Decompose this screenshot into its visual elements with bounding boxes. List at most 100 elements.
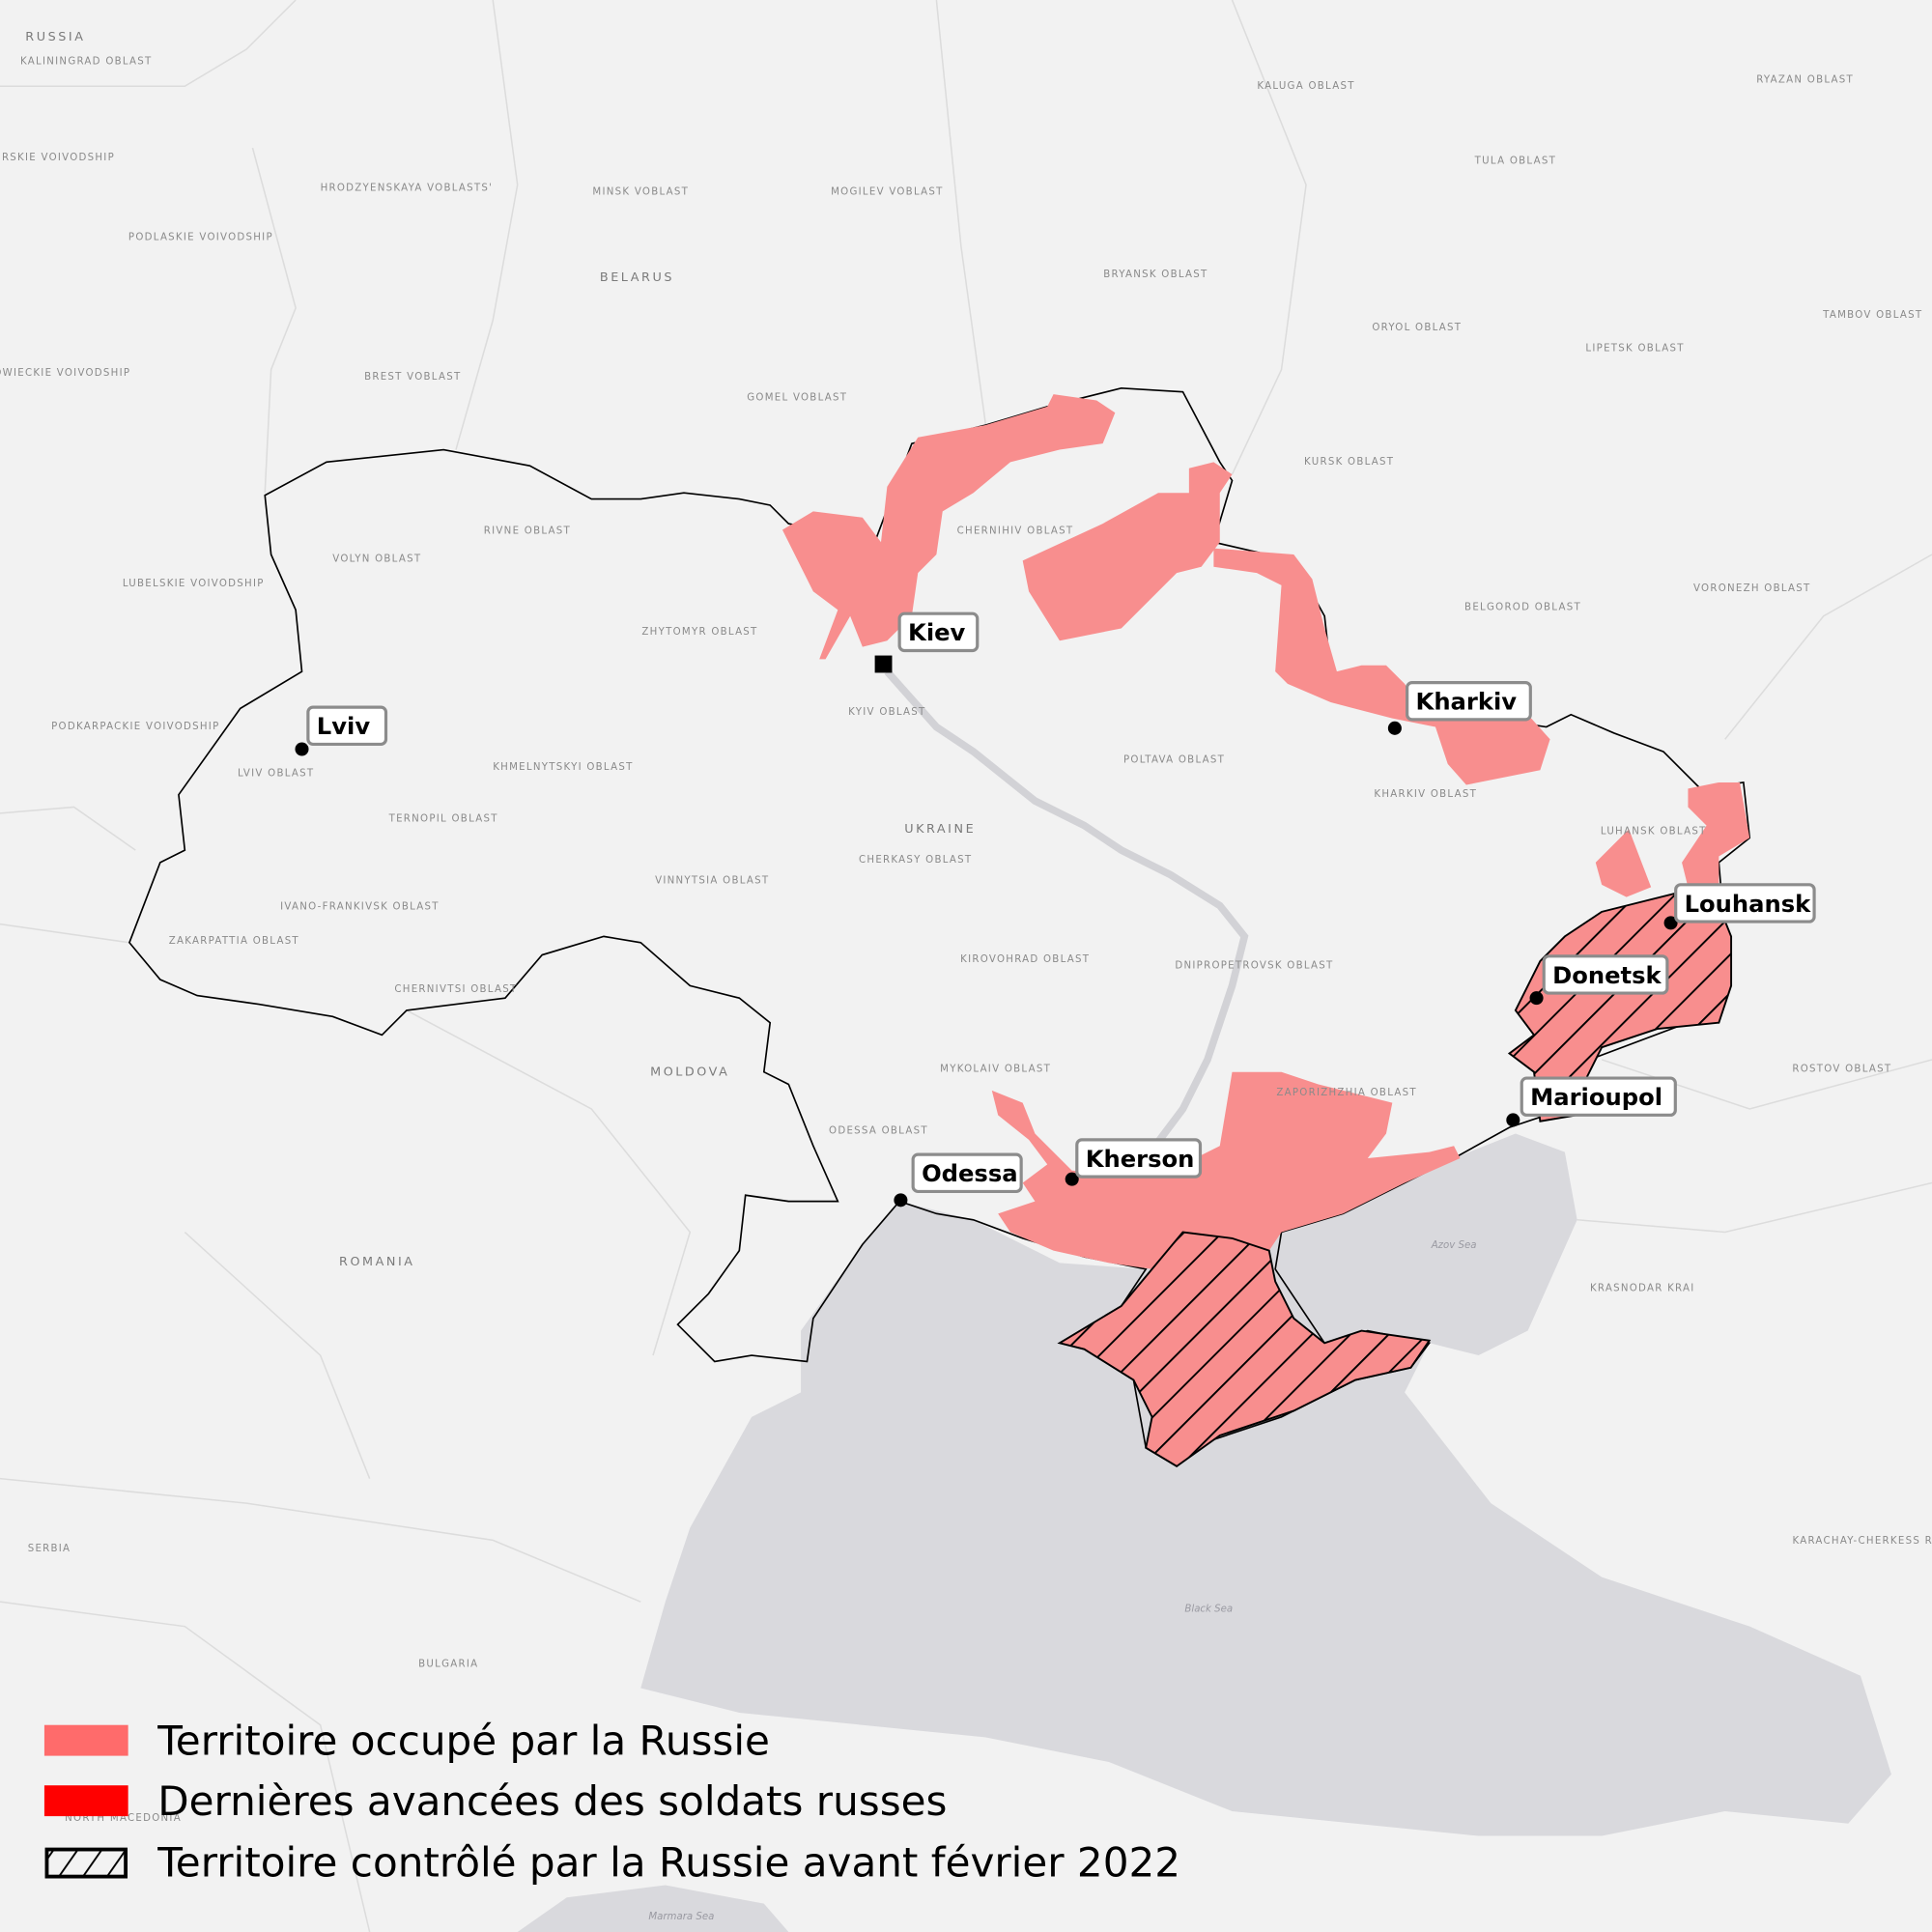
city-kherson[interactable]: Kherson: [1065, 1138, 1203, 1186]
place-label: ROMANIA: [339, 1255, 415, 1269]
place-label: MINSKO-ZURSKIE VOIVODSHIP: [0, 153, 115, 163]
black-sea: [640, 1133, 1891, 1836]
place-label: MYKOLAIV OBLAST: [940, 1065, 1051, 1075]
place-label: MINSK VOBLAST: [592, 187, 689, 198]
place-label: ZHYTOMYR OBLAST: [641, 627, 757, 638]
background-labels: RUSSIA KALININGRAD OBLAST MINSKO-ZURSKIE V…: [0, 30, 1932, 1922]
city-label: Odessa: [922, 1160, 1018, 1187]
ukraine-border: [128, 386, 1751, 1467]
city-kharkiv[interactable]: Kharkiv: [1387, 681, 1532, 735]
city-label-box: [306, 705, 388, 747]
place-label: LUHANSK OBLAST: [1601, 827, 1707, 838]
city-label: Kherson: [1086, 1146, 1195, 1173]
place-label: RYAZAN OBLAST: [1756, 74, 1854, 85]
city-label-box: [897, 611, 980, 653]
occupied-kiev-north: [781, 394, 1116, 660]
place-label: CHERNIHIV OBLAST: [957, 526, 1074, 536]
occupied-south: [991, 1071, 1461, 1269]
city-label: Lviv: [317, 713, 371, 740]
city-donetsk[interactable]: Donetsk: [1529, 954, 1669, 1006]
place-label: KRASNODAR KRAI: [1590, 1284, 1695, 1294]
city-dot-icon: [894, 1193, 908, 1208]
place-label: MAZOWIECKIE VOIVODSHIP: [0, 368, 130, 379]
place-label: PODLASKIE VOIVODSHIP: [128, 233, 273, 243]
place-label: TAMBOV OBLAST: [1822, 310, 1922, 321]
place-label: BELGOROD OBLAST: [1464, 602, 1581, 612]
city-label: Marioupol: [1530, 1084, 1662, 1111]
place-label: LVIV OBLAST: [238, 769, 314, 780]
city-dot-icon: [1065, 1172, 1079, 1186]
city-dot-icon: [295, 742, 309, 756]
place-label: TERNOPIL OBLAST: [388, 814, 498, 825]
legend-swatch-occupied: [43, 1724, 128, 1756]
city-label-box: [1520, 1076, 1677, 1117]
place-label: GOMEL VOBLAST: [747, 393, 847, 404]
place-label: SERBIA: [28, 1544, 71, 1554]
marmara-sea: [517, 1885, 789, 1932]
city-label-box: [1542, 954, 1669, 995]
place-label: RIVNE OBLAST: [484, 526, 571, 536]
place-label: BULGARIA: [418, 1660, 478, 1670]
legend: Territoire occupé par la Russie Dernière…: [43, 1717, 1180, 1887]
city-dot-icon: [1663, 916, 1678, 930]
place-label: TULA OBLAST: [1474, 156, 1556, 167]
occupied-luhansk-east: [1682, 781, 1750, 888]
place-label: PODKARPACKIE VOIVODSHIP: [51, 722, 219, 732]
place-label: KARACHAY-CHERKESS REPUBLIC: [1792, 1536, 1932, 1547]
place-label: Black Sea: [1184, 1604, 1233, 1614]
place-label: IVANO-FRANKIVSK OBLAST: [280, 901, 440, 912]
place-label: HRODZYENSKAYA VOBLASTS': [321, 184, 494, 194]
place-label: BREST VOBLAST: [364, 372, 461, 383]
place-label: LIPETSK OBLAST: [1585, 344, 1684, 355]
place-label: NORTH MACEDONIA: [65, 1813, 182, 1824]
city-label: Kiev: [908, 619, 965, 646]
city-kiev[interactable]: Kiev: [874, 611, 980, 673]
city-label: Kharkiv: [1416, 689, 1518, 716]
place-label: KALININGRAD OBLAST: [20, 56, 153, 67]
place-label: DNIPROPETROVSK OBLAST: [1175, 961, 1333, 972]
place-label: VINNYTSIA OBLAST: [655, 876, 769, 887]
dnipro-river: [884, 668, 1249, 1161]
city-lviv[interactable]: Lviv: [295, 705, 388, 756]
city-label: Louhansk: [1685, 891, 1812, 918]
city-louhansk[interactable]: Louhansk: [1663, 883, 1816, 930]
occupied-territory: [781, 394, 1750, 1269]
city-label-box: [1674, 883, 1816, 923]
legend-swatch-hatched: [44, 1847, 128, 1879]
place-label: VOLYN OBLAST: [332, 554, 421, 565]
place-label: Marmara Sea: [648, 1912, 714, 1922]
place-label: VORONEZH OBLAST: [1693, 583, 1811, 594]
place-label: KHARKIV OBLAST: [1374, 789, 1477, 800]
legend-label-occupied: Territoire occupé par la Russie: [156, 1717, 770, 1764]
place-label: ODESSA OBLAST: [829, 1125, 928, 1136]
place-label: POLTAVA OBLAST: [1123, 755, 1225, 766]
city-marioupol[interactable]: Marioupol: [1506, 1076, 1677, 1127]
place-label: ORYOL OBLAST: [1372, 323, 1462, 333]
occupied-sumy: [1022, 462, 1233, 641]
city-label-box: [1075, 1138, 1203, 1179]
place-label: ZAPORIZHZHIA OBLAST: [1276, 1088, 1417, 1098]
place-label: ROSTOV OBLAST: [1792, 1065, 1891, 1075]
place-label: BELARUS: [600, 270, 674, 285]
city-dot-icon: [1506, 1113, 1520, 1127]
legend-label-pre-2022: Territoire contrôlé par la Russie avant …: [156, 1839, 1180, 1887]
place-label: KYIV OBLAST: [848, 707, 925, 718]
legend-label-advances: Dernières avancées des soldats russes: [157, 1777, 947, 1825]
place-label: CHERKASY OBLAST: [859, 855, 972, 866]
capital-square-icon: [874, 655, 893, 673]
city-label: Donetsk: [1552, 962, 1662, 989]
city-dot-icon: [1387, 721, 1402, 735]
place-label: Azov Sea: [1431, 1240, 1477, 1251]
city-label-box: [911, 1152, 1023, 1194]
legend-swatch-advances: [43, 1785, 128, 1817]
place-label: MOGILEV VOBLAST: [831, 187, 944, 198]
place-label: LUBELSKIE VOIVODSHIP: [123, 579, 265, 589]
place-label: KHMELNYTSKYI OBLAST: [493, 762, 633, 773]
place-label: UKRAINE: [904, 822, 976, 837]
place-label: ZAKARPATTIA OBLAST: [169, 936, 299, 947]
city-odessa[interactable]: Odessa: [894, 1152, 1023, 1208]
city-dot-icon: [1529, 991, 1544, 1006]
occupied-luhansk-west: [1595, 829, 1652, 897]
